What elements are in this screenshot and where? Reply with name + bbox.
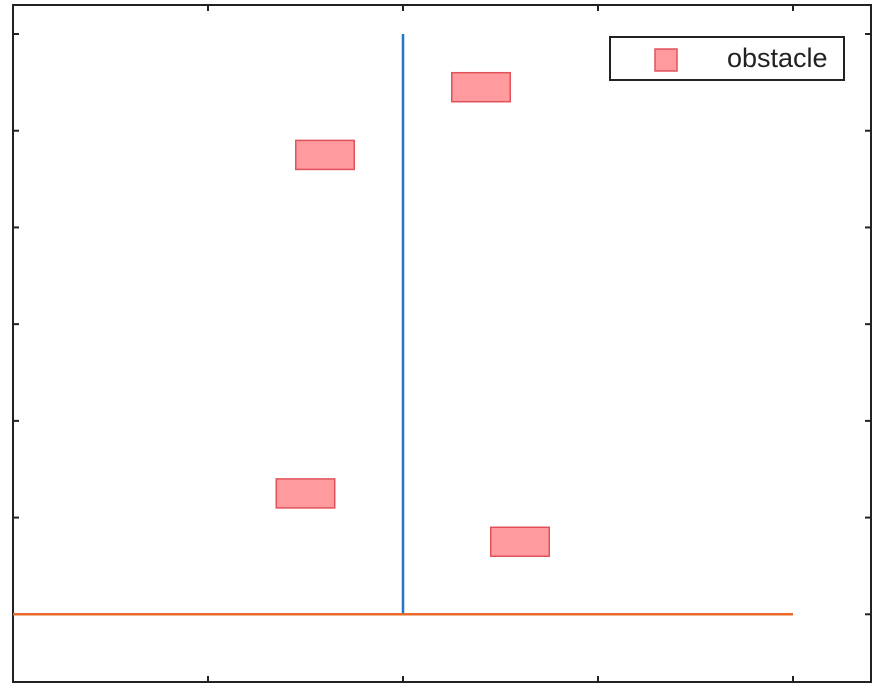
legend-label-obstacle: obstacle xyxy=(727,43,828,73)
obstacle-marker-4 xyxy=(490,526,550,558)
plot-frame xyxy=(12,4,872,683)
obstacle-markers xyxy=(275,71,550,558)
legend-box xyxy=(609,36,845,81)
path-lines xyxy=(13,34,793,616)
obstacle-marker-1 xyxy=(451,71,511,103)
legend-marker-obstacle xyxy=(654,48,678,72)
legend: obstacle xyxy=(609,36,845,81)
obstacle-marker-3 xyxy=(275,478,336,509)
obstacle-marker-2 xyxy=(295,139,355,171)
